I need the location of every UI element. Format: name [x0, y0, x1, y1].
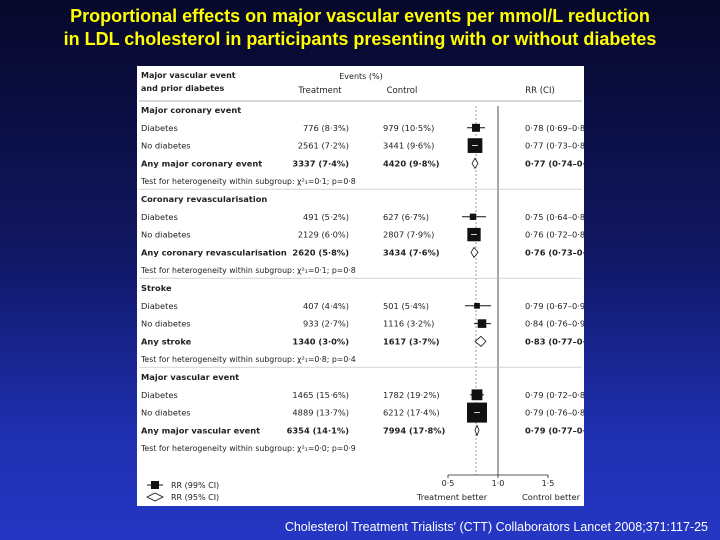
summary-label: Any coronary revascularisation — [141, 247, 287, 257]
rr-ci-text: 0·77 (0·74–0·80) — [525, 158, 584, 168]
group-title: Stroke — [141, 283, 172, 293]
control-events: 1782 (19·2%) — [383, 390, 440, 400]
rr-ci-text: 0·75 (0·64–0·88) — [525, 212, 584, 222]
group-title: Major vascular event — [141, 372, 239, 382]
header-control: Control — [387, 86, 418, 96]
treatment-events: 6354 (14·1%) — [287, 425, 350, 435]
summary-diamond — [474, 335, 487, 347]
control-events: 1116 (3·2%) — [383, 319, 434, 329]
forest-plot-panel: Major vascular event and prior diabetes Ev… — [137, 66, 584, 506]
row-label: Diabetes — [141, 301, 178, 311]
row-label: Diabetes — [141, 123, 178, 133]
row-label: No diabetes — [141, 408, 191, 418]
header-treatment: Treatment — [297, 86, 342, 96]
axis-label-treatment-better: Treatment better — [416, 492, 488, 502]
forest-plot: Major vascular event and prior diabetes Ev… — [139, 71, 584, 502]
treatment-events: 491 (5·2%) — [303, 212, 349, 222]
treatment-events: 3337 (7·4%) — [292, 158, 349, 168]
rr-ci-text: 0·77 (0·73–0·81) — [525, 141, 584, 151]
rr-ci-text: 0·78 (0·69–0·87) — [525, 123, 584, 133]
control-events: 4420 (9·8%) — [383, 158, 440, 168]
treatment-events: 1340 (3·0%) — [292, 336, 349, 346]
rr-square — [469, 213, 477, 220]
axis-label-control-better: Control better — [522, 492, 581, 502]
x-tick-label: 1·0 — [492, 479, 505, 488]
treatment-events: 407 (4·4%) — [303, 301, 349, 311]
rr-square — [477, 319, 487, 328]
citation: Cholesterol Treatment Trialists' (CTT) C… — [284, 520, 708, 534]
heterogeneity-test: Test for heterogeneity within subgroup: … — [140, 266, 356, 275]
legend-diamond — [146, 492, 164, 502]
treatment-events: 2620 (5·8%) — [292, 247, 349, 257]
row-label: Diabetes — [141, 212, 178, 222]
rr-ci-text: 0·83 (0·77–0·88) — [525, 336, 584, 346]
control-events: 3434 (7·6%) — [383, 247, 440, 257]
row-label: Diabetes — [141, 390, 178, 400]
rr-square — [471, 389, 483, 401]
rr-square — [474, 302, 480, 309]
rr-ci-text: 0·79 (0·67–0·93) — [525, 301, 584, 311]
heterogeneity-test: Test for heterogeneity within subgroup: … — [140, 444, 356, 453]
control-events: 7994 (17·8%) — [383, 425, 446, 435]
control-events: 501 (5·4%) — [383, 301, 429, 311]
legend-square — [151, 481, 159, 489]
rr-ci-text: 0·84 (0·76–0·93) — [525, 319, 584, 329]
summary-diamond — [470, 246, 479, 259]
header-col1-line2: and prior diabetes — [141, 84, 225, 93]
rr-ci-text: 0·76 (0·73–0·80) — [525, 247, 584, 257]
title-line-1: Proportional effects on major vascular e… — [70, 6, 650, 26]
group-title: Coronary revascularisation — [141, 194, 267, 204]
summary-label: Any major vascular event — [141, 425, 260, 435]
header-col1-line1: Major vascular event — [141, 71, 236, 80]
control-events: 627 (6·7%) — [383, 212, 429, 222]
control-events: 1617 (3·7%) — [383, 336, 440, 346]
treatment-events: 1465 (15·6%) — [292, 390, 349, 400]
legend-label-99: RR (99% CI) — [171, 481, 219, 490]
row-label: No diabetes — [141, 230, 191, 240]
rr-ci-text: 0·79 (0·76–0·82) — [525, 408, 584, 418]
x-tick-label: 1·5 — [542, 479, 555, 488]
summary-label: Any stroke — [141, 336, 192, 346]
control-events: 979 (10·5%) — [383, 123, 434, 133]
header-events: Events (%) — [339, 72, 382, 81]
treatment-events: 2561 (7·2%) — [298, 141, 349, 151]
row-label: No diabetes — [141, 319, 191, 329]
x-tick-label: 0·5 — [442, 479, 455, 488]
control-events: 6212 (17·4%) — [383, 408, 440, 418]
rr-ci-text: 0·79 (0·72–0·86) — [525, 390, 584, 400]
control-events: 3441 (9·6%) — [383, 141, 434, 151]
treatment-events: 2129 (6·0%) — [298, 230, 349, 240]
heterogeneity-test: Test for heterogeneity within subgroup: … — [140, 355, 356, 364]
summary-diamond — [471, 157, 479, 170]
row-label: No diabetes — [141, 141, 191, 151]
rr-square — [472, 123, 480, 132]
control-events: 2807 (7·9%) — [383, 230, 434, 240]
rr-ci-text: 0·79 (0·77–0·81) — [525, 425, 584, 435]
rr-ci-text: 0·76 (0·72–0·81) — [525, 230, 584, 240]
slide-title: Proportional effects on major vascular e… — [0, 5, 720, 51]
treatment-events: 776 (8·3%) — [303, 123, 349, 133]
header-rr: RR (CI) — [525, 86, 555, 96]
treatment-events: 933 (2·7%) — [303, 319, 349, 329]
heterogeneity-test: Test for heterogeneity within subgroup: … — [140, 177, 356, 186]
group-title: Major coronary event — [141, 105, 241, 115]
summary-diamond — [474, 424, 480, 437]
legend-label-95: RR (95% CI) — [171, 493, 219, 502]
title-line-2: in LDL cholesterol in participants prese… — [63, 29, 657, 49]
treatment-events: 4889 (13·7%) — [292, 408, 349, 418]
summary-label: Any major coronary event — [141, 158, 262, 168]
